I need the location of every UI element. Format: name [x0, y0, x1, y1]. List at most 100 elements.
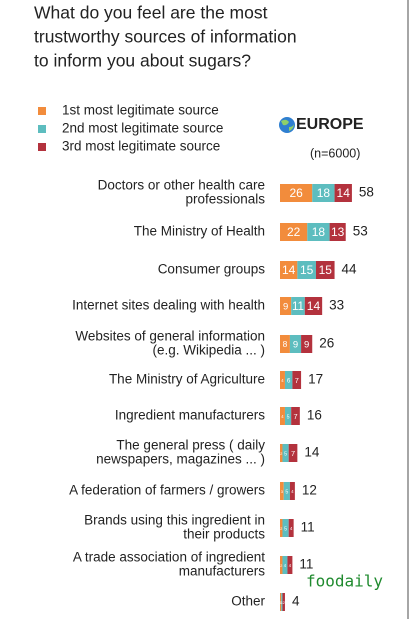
- bar-segment: [280, 335, 290, 353]
- segment-label: 18: [317, 186, 331, 200]
- segment-label: 4: [291, 489, 294, 494]
- bar-segment: [280, 593, 282, 611]
- region-label: EUROPE: [296, 116, 364, 133]
- bar-segment: [280, 223, 308, 241]
- category-label: Doctors or other health care: [98, 178, 265, 193]
- bar-segment: [287, 556, 293, 574]
- segment-label: 4: [281, 414, 284, 419]
- total-label: 26: [319, 336, 334, 351]
- chart-title: What do you feel are the most: [34, 3, 268, 23]
- bar-segment: [292, 371, 302, 389]
- bar-segment: [280, 519, 283, 537]
- total-label: 12: [302, 483, 317, 498]
- total-label: 16: [307, 408, 322, 423]
- legend-label: 1st most legitimate source: [62, 103, 219, 118]
- segment-label: 5: [285, 489, 288, 495]
- sample-size: (n=6000): [310, 146, 360, 160]
- category-label: Consumer groups: [158, 262, 266, 277]
- segment-label: 1: [281, 600, 284, 605]
- segment-label: 13: [331, 225, 345, 239]
- total-label: 33: [329, 298, 344, 313]
- globe-land: [281, 119, 294, 131]
- category-label: (e.g. Wikipedia ... ): [152, 343, 265, 358]
- segment-label: 2: [280, 526, 283, 531]
- category-label: their products: [183, 527, 265, 542]
- total-label: 11: [299, 557, 313, 572]
- legend-swatch: [38, 107, 46, 115]
- segment-label: 26: [289, 186, 303, 200]
- category-label: Brands using this ingredient in: [84, 513, 265, 528]
- category-label: newspapers, magazines ... ): [96, 452, 265, 467]
- segment-label: 5: [284, 526, 287, 532]
- category-label: Ingredient manufacturers: [115, 408, 265, 423]
- segment-label: 15: [300, 263, 314, 277]
- segment-label: 14: [282, 263, 296, 277]
- bar-segment: [329, 223, 346, 241]
- category-label: manufacturers: [179, 564, 266, 579]
- segment-label: 5: [287, 414, 290, 420]
- segment-label: 7: [291, 449, 295, 458]
- segment-label: 4: [284, 563, 287, 568]
- bar-segment: [281, 593, 283, 611]
- segment-label: 6: [287, 378, 291, 385]
- bar-segment: [282, 556, 288, 574]
- legend-label: 3rd most legitimate source: [62, 139, 220, 154]
- bar-segment: [283, 482, 290, 500]
- category-label: professionals: [185, 192, 265, 207]
- segment-label: 2: [280, 451, 283, 456]
- bar-segment: [282, 519, 289, 537]
- chart-title: to inform you about sugars?: [34, 51, 251, 71]
- segment-label: 8: [283, 339, 288, 349]
- bar-segment: [291, 297, 305, 315]
- bar-segment: [284, 407, 292, 425]
- category-label: Internet sites dealing with health: [72, 298, 265, 313]
- bar-segment: [280, 407, 285, 425]
- bar-segment: [315, 261, 335, 279]
- bar-segment: [280, 371, 285, 389]
- bar-segment: [280, 261, 298, 279]
- category-label: Websites of general information: [75, 329, 265, 344]
- bar-segment: [312, 184, 335, 202]
- category-label: A trade association of ingredient: [73, 550, 265, 565]
- total-label: 11: [301, 520, 315, 535]
- category-label: The Ministry of Agriculture: [109, 372, 265, 387]
- bar-segment: [282, 593, 285, 611]
- segment-label: 4: [290, 526, 293, 531]
- bar-segment: [291, 407, 300, 425]
- bar-segment: [304, 297, 323, 315]
- bar-segment: [280, 482, 284, 500]
- segment-label: 11: [292, 301, 304, 313]
- bar-segment: [288, 519, 294, 537]
- bar-segment: [297, 261, 316, 279]
- segment-label: 2: [283, 600, 286, 605]
- bar-segment: [289, 482, 295, 500]
- globe-icon: [279, 117, 295, 133]
- bar-segment: [280, 297, 292, 315]
- bar-segment: [280, 556, 283, 574]
- segment-label: 3: [281, 489, 284, 494]
- segment-label: 9: [283, 302, 288, 313]
- bar-segment: [282, 444, 289, 462]
- legend-swatch: [38, 143, 46, 151]
- segment-label: 22: [287, 225, 301, 239]
- legend-label: 2nd most legitimate source: [62, 121, 223, 136]
- category-label: A federation of farmers / growers: [69, 483, 265, 498]
- bar-segment: [334, 184, 352, 202]
- total-label: 4: [292, 594, 300, 609]
- category-label: The Ministry of Health: [134, 224, 265, 239]
- total-label: 14: [304, 445, 320, 460]
- total-label: 58: [359, 185, 374, 200]
- total-label: 44: [342, 262, 358, 277]
- bar-segment: [301, 335, 313, 353]
- segment-label: 7: [293, 412, 297, 421]
- total-label: 17: [308, 372, 323, 387]
- bar-segment: [288, 444, 298, 462]
- segment-label: 15: [319, 263, 333, 277]
- segment-label: 14: [307, 299, 321, 313]
- segment-label: 5: [284, 451, 287, 457]
- bar-segment: [280, 444, 283, 462]
- segment-label: 2: [280, 563, 283, 568]
- segment-label: 4: [281, 378, 284, 383]
- segment-label: 18: [312, 225, 326, 239]
- bar-segment: [280, 184, 313, 202]
